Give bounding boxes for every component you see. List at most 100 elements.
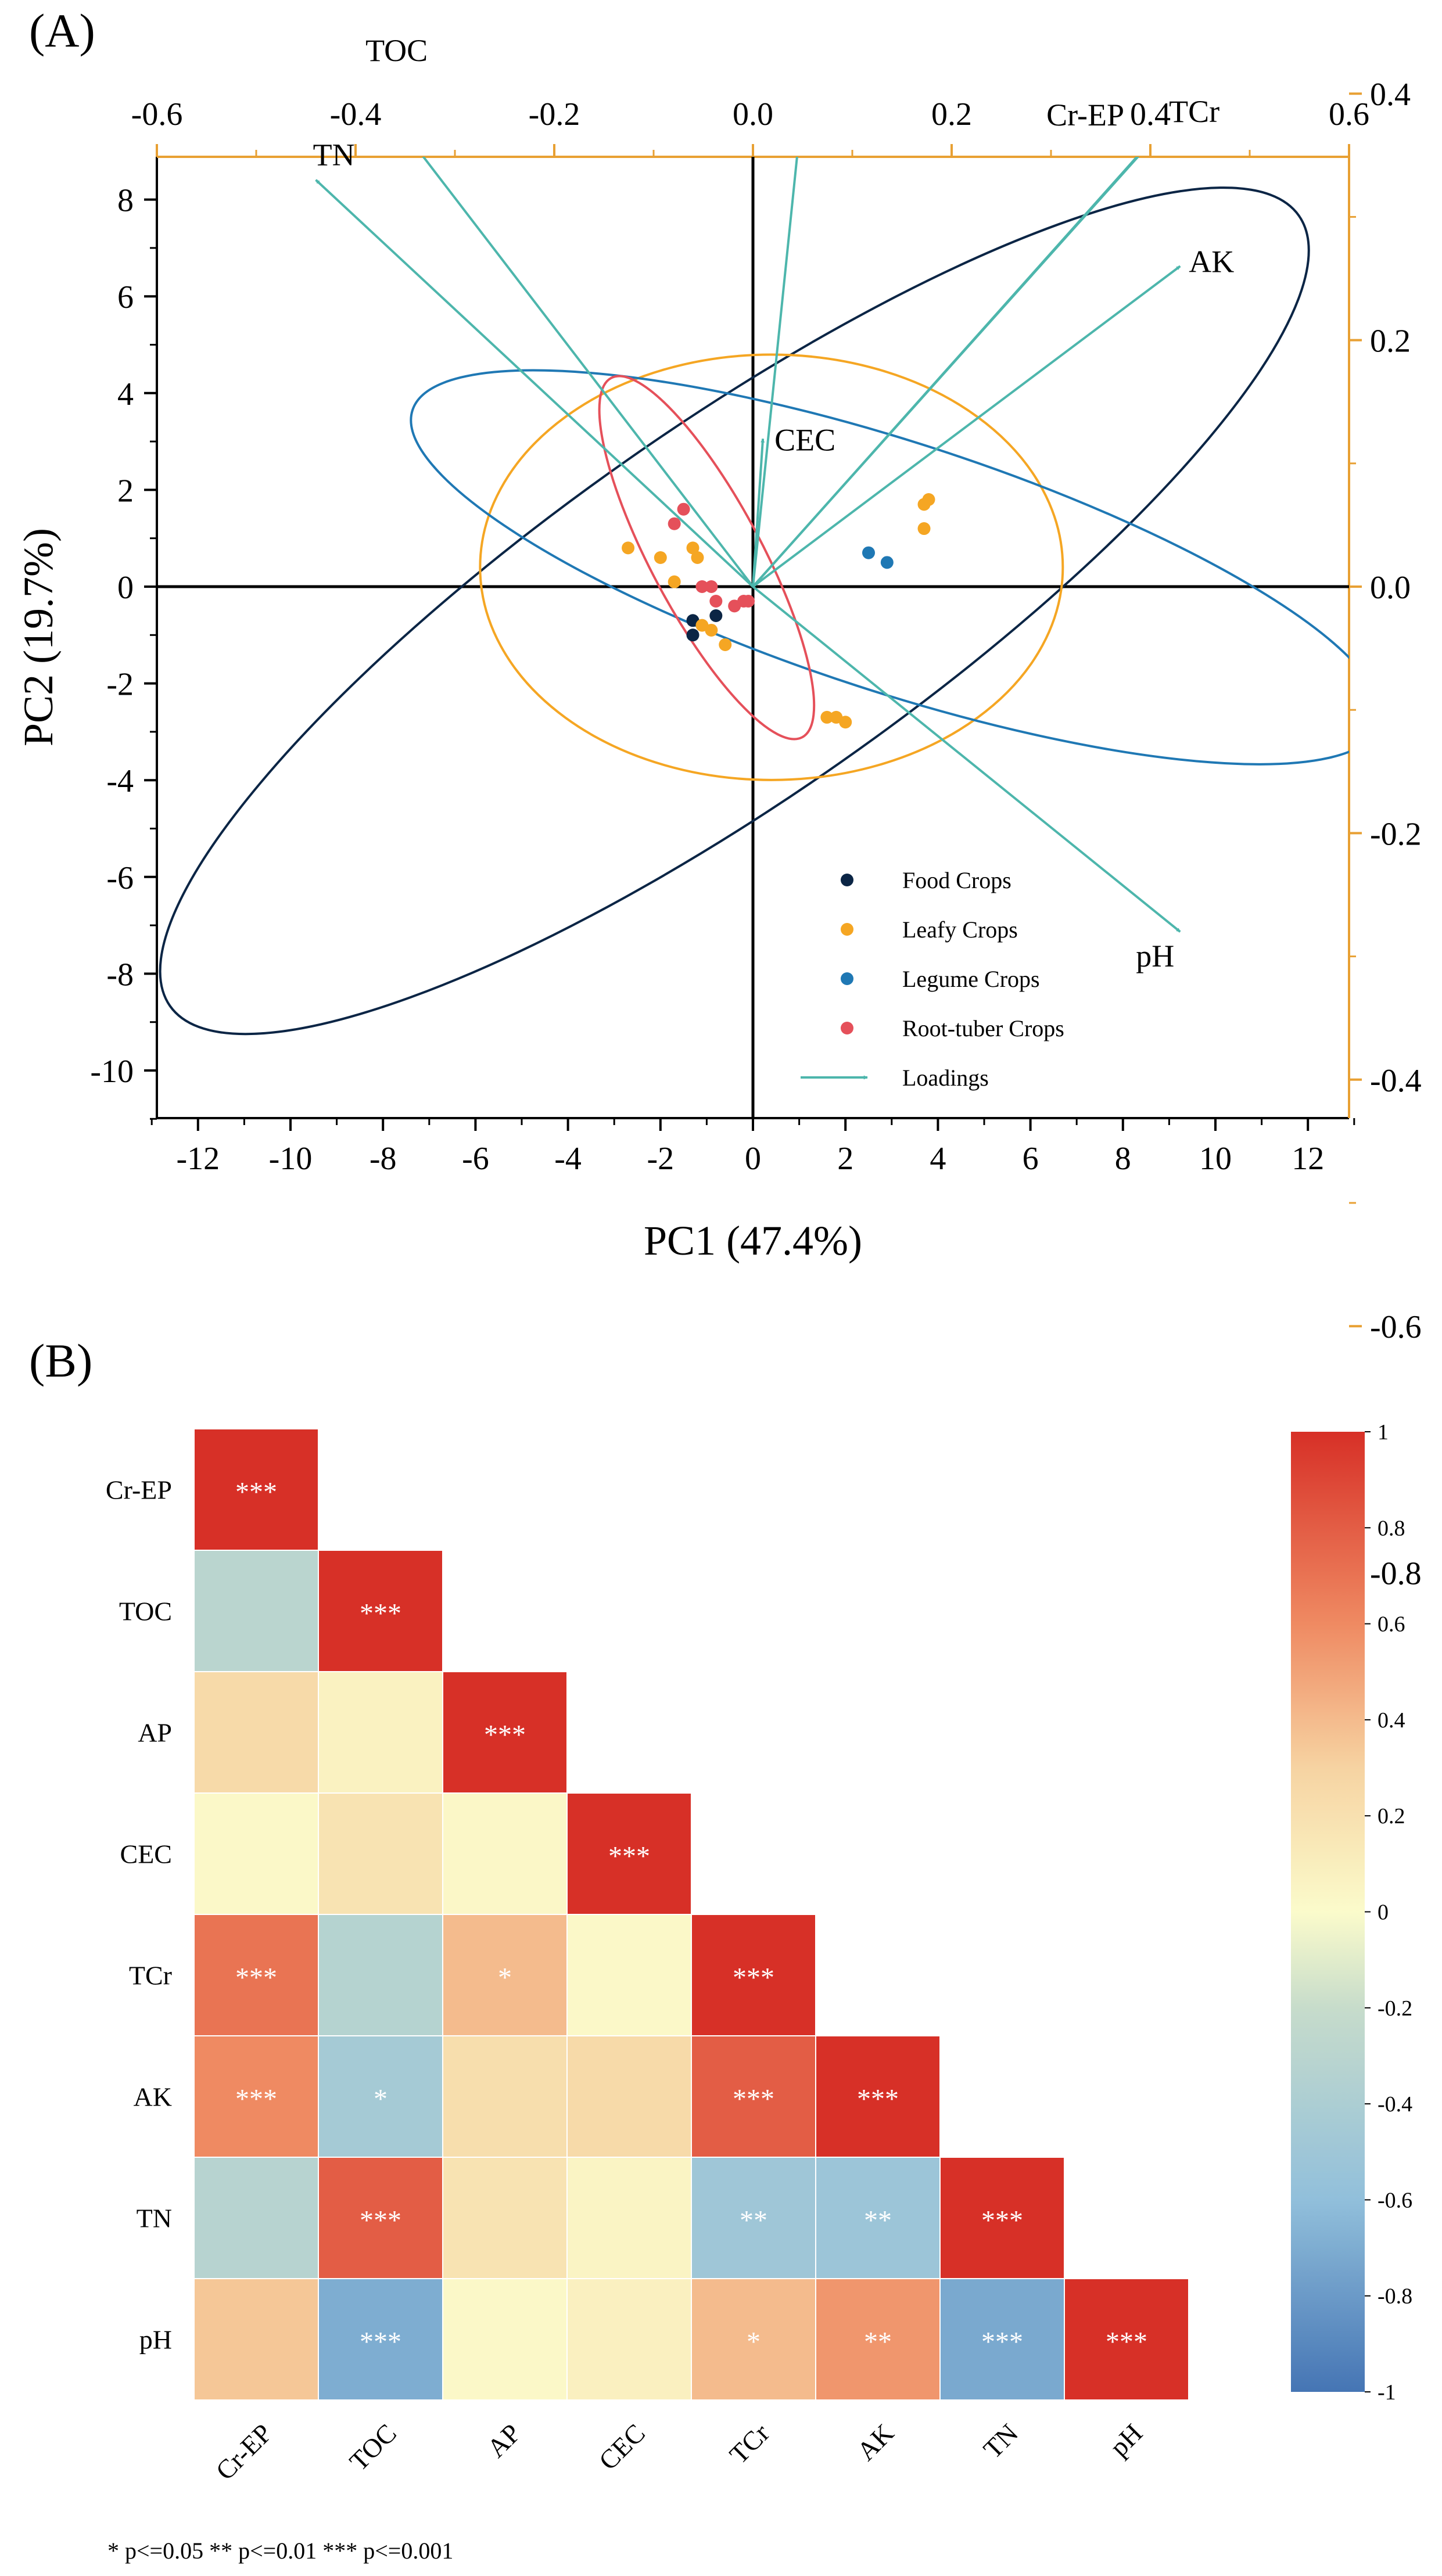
heatmap-cell [193,2035,319,2158]
row-label-tn: TN [137,2204,172,2233]
heatmap-cell [815,2157,941,2279]
heatmap-cell [1064,2278,1189,2401]
point-legume-crops [880,556,894,569]
legend-label: Root-tuber Crops [902,1015,1064,1041]
colorbar-tick-label: 1 [1378,1420,1389,1445]
significance-mark: *** [981,2327,1023,2358]
point-root-tuber-crops [677,502,690,516]
col-label-ph: pH [1104,2418,1148,2462]
col-label-tn: TN [978,2418,1024,2464]
loading-arrow-ak [752,265,1181,588]
legend-label: Food Crops [902,867,1011,893]
significance-mark: *** [1106,2327,1147,2358]
point-leafy-crops [922,493,935,506]
loading-label-toc: TOC [365,33,428,68]
loading-arrow-toc [422,157,754,588]
point-root-tuber-crops [668,517,681,530]
significance-mark: *** [360,2205,401,2236]
heatmap-cell [442,2157,568,2279]
loading-arrow-cec [752,438,765,587]
top-tick-label: -0.2 [529,96,580,132]
row-label-ak: AK [134,2082,172,2112]
heatmap-cell [566,1914,692,2036]
point-leafy-crops [622,541,635,555]
loading-arrow-tn [315,179,754,588]
x-tick-label: -10 [269,1141,313,1177]
y-tick-label: -2 [106,667,134,703]
point-food-crops [686,628,700,642]
significance-mark: *** [608,1841,650,1872]
x-tick-label: 12 [1292,1141,1324,1177]
right-tick-label: -0.8 [1370,1556,1422,1592]
significance-mark: *** [857,2084,899,2115]
correlation-heatmap: *************** * ****** * *** ****** ** ** ****… [106,1420,1412,2486]
heatmap-cell [193,1792,319,1915]
heatmap-cell [442,1671,568,1794]
heatmap-cell [691,2157,816,2279]
top-tick-label: 0.6 [1329,96,1369,132]
heatmap-cell [442,2035,568,2158]
x-tick-label: 8 [1115,1141,1131,1177]
point-root-tuber-crops [709,594,723,608]
col-label-tcr: TCr [724,2418,775,2469]
ellipse-legume-crops [410,369,1349,766]
colorbar-tick-label: 0.8 [1378,1516,1405,1540]
significance-mark: *** [235,2084,277,2115]
point-leafy-crops [668,575,681,588]
heatmap-cell [193,1428,319,1551]
colorbar-tick-label: -0.6 [1378,2188,1412,2212]
y-tick-label: 6 [117,279,134,315]
colorbar-tick-label: -0.4 [1378,2092,1412,2117]
legend-label: Loadings [902,1065,989,1091]
y-tick-label: 0 [117,570,134,606]
y-tick-label: -8 [106,957,134,993]
point-legume-crops [862,546,875,559]
x-tick-label: 10 [1199,1141,1232,1177]
top-tick-label: 0.0 [733,96,773,132]
heatmap-cell [193,2278,319,2401]
right-tick-label: -0.2 [1370,816,1422,852]
x-tick-label: 4 [930,1141,946,1177]
legend-marker-legume-crops [841,972,853,985]
point-root-tuber-crops [695,580,709,593]
significance-mark: ** [864,2327,892,2358]
heatmap-cell [193,2157,319,2279]
right-tick-label: 0.2 [1370,324,1411,360]
point-leafy-crops [686,541,700,555]
point-leafy-crops [691,551,704,565]
colorbar-tick-label: 0 [1378,1900,1389,1925]
heatmap-cell [566,1792,692,1915]
heatmap-cell [318,1550,443,1672]
point-root-tuber-crops [742,594,755,608]
right-tick-label: 0.0 [1370,570,1411,606]
heatmap-cell [691,2035,816,2158]
point-leafy-crops [719,638,732,651]
row-label-cec: CEC [120,1840,172,1869]
y-tick-label: 4 [117,376,134,412]
significance-mark: *** [733,2084,774,2115]
heatmap-cell [193,1914,319,2036]
right-tick-label: 0.4 [1370,77,1411,113]
row-label-ph: pH [139,2325,172,2355]
heatmap-cell [318,1671,443,1794]
col-label-ak: AK [851,2418,899,2466]
heatmap-cell [318,2278,443,2401]
col-label-toc: TOC [344,2418,403,2477]
right-tick-label: -0.6 [1370,1309,1422,1345]
panel-a-label: (A) [29,4,95,57]
point-leafy-crops [839,716,852,729]
legend-marker-root-tuber-crops [841,1022,853,1034]
heatmap-cell [318,1914,443,2036]
pca-xlabel: PC1 (47.4%) [644,1217,862,1264]
x-tick-label: -12 [176,1141,220,1177]
significance-mark: *** [981,2205,1023,2236]
legend-label: Legume Crops [902,966,1040,992]
heatmap-cell [442,2278,568,2401]
point-leafy-crops [820,710,834,724]
col-label-cr-ep: Cr-EP [210,2418,278,2486]
row-label-tcr: TCr [129,1961,172,1991]
heatmap-cell [815,2035,941,2158]
ellipse-leafy-crops [479,353,1064,781]
pca-biplot: -12 -10 -8 -6 -4 -2 0 2 4 6 8 10 12 8 6 4 2 0 -2 -4 -6 -8 -10 -… [90,33,1422,1592]
